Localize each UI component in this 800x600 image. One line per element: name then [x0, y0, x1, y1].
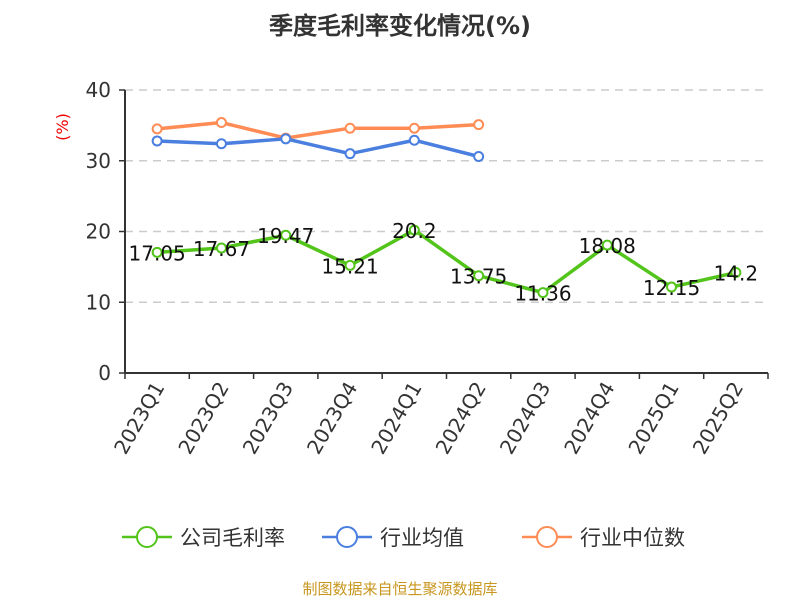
- data-label: 19.47: [257, 224, 314, 248]
- series-line: [157, 228, 737, 295]
- data-label: 17.05: [129, 241, 186, 265]
- legend-marker-icon: [322, 526, 372, 548]
- x-tick-label: 2023Q4: [302, 378, 362, 459]
- x-tick-label: 2024Q1: [366, 378, 426, 459]
- data-point: [473, 119, 485, 131]
- data-point: [151, 135, 163, 147]
- y-tick-label: 40: [86, 78, 111, 102]
- data-point: [344, 148, 356, 160]
- data-point: [151, 123, 163, 135]
- legend-label: 行业均值: [380, 526, 464, 550]
- x-tick-label: 2024Q2: [431, 378, 491, 459]
- data-point: [408, 224, 420, 236]
- data-point: [537, 287, 549, 299]
- data-point: [408, 134, 420, 146]
- data-point: [408, 122, 420, 134]
- data-point: [344, 122, 356, 134]
- data-point: [601, 239, 613, 251]
- legend-label: 公司毛利率: [180, 526, 285, 550]
- y-tick-label: 0: [98, 361, 111, 385]
- data-label: 13.75: [450, 265, 507, 289]
- legend-label: 行业中位数: [580, 526, 685, 550]
- y-tick-label: 20: [86, 220, 111, 244]
- data-point: [280, 229, 292, 241]
- data-point: [344, 259, 356, 271]
- data-point: [215, 242, 227, 254]
- data-label: 20.2: [392, 219, 437, 243]
- legend-item[interactable]: 行业中位数: [522, 522, 685, 552]
- y-tick-label: 10: [86, 290, 111, 314]
- data-point: [280, 133, 292, 145]
- series-line: [156, 120, 479, 140]
- data-point: [215, 117, 227, 129]
- x-tick-label: 2023Q3: [238, 378, 298, 459]
- data-point: [730, 267, 742, 279]
- chart-title: 季度毛利率变化情况(%): [269, 12, 531, 40]
- series-line: [157, 137, 480, 159]
- data-label: 12.15: [643, 276, 700, 300]
- legend-marker-icon: [522, 526, 572, 548]
- data-point: [666, 281, 678, 293]
- source-note: 制图数据来自恒生聚源数据库: [302, 580, 498, 598]
- data-label: 18.08: [579, 234, 636, 258]
- data-point: [473, 151, 485, 163]
- x-tick-label: 2024Q4: [559, 378, 619, 459]
- data-point: [215, 138, 227, 150]
- data-point: [473, 270, 485, 282]
- y-axis-label: (%): [53, 113, 72, 141]
- legend-item[interactable]: 行业均值: [322, 522, 464, 552]
- legend-marker-icon: [122, 526, 172, 548]
- data-label: 11.36: [514, 282, 571, 306]
- data-label: 17.67: [193, 237, 250, 261]
- legend-item[interactable]: 公司毛利率: [122, 522, 285, 552]
- x-tick-label: 2023Q2: [173, 378, 233, 459]
- y-tick-label: 30: [86, 149, 111, 173]
- x-tick-label: 2023Q1: [109, 378, 169, 459]
- data-label: 14.2: [714, 262, 759, 286]
- x-tick-label: 2025Q2: [688, 378, 748, 459]
- data-label: 15.21: [321, 254, 378, 278]
- data-point: [151, 246, 163, 258]
- x-tick-label: 2025Q1: [623, 378, 683, 459]
- x-tick-label: 2024Q3: [495, 378, 555, 459]
